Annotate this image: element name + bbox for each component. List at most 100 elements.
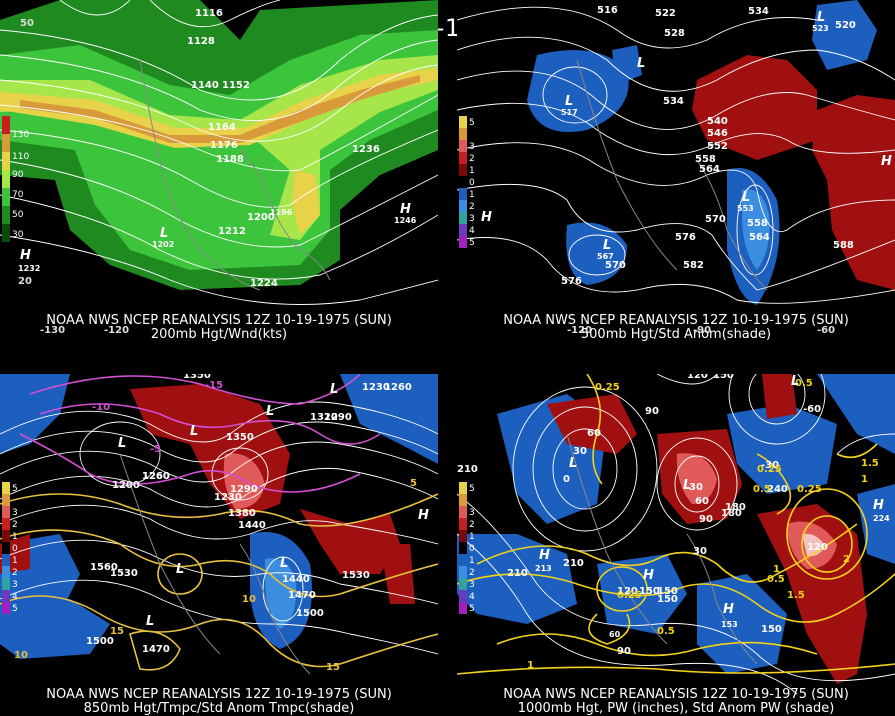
height-label: 224 bbox=[873, 514, 890, 523]
height-label: 120 bbox=[807, 542, 828, 553]
colorbar-label: 4 bbox=[12, 592, 18, 602]
pos-anomaly bbox=[757, 504, 867, 684]
neg-anomaly bbox=[527, 50, 629, 132]
low-marker: L bbox=[160, 226, 169, 241]
height-label: 150 bbox=[713, 374, 734, 381]
lat-label: 20 bbox=[18, 276, 32, 287]
colorbar-label: 5 bbox=[469, 484, 475, 494]
pw-label: 0.5 bbox=[657, 626, 675, 637]
height-label: 576 bbox=[675, 232, 696, 243]
panel-1000mb-map bbox=[457, 374, 895, 716]
colorbar-1000mb bbox=[459, 482, 467, 618]
colorbar-label: 0 bbox=[12, 544, 18, 554]
pw-label: 1 bbox=[861, 474, 868, 485]
height-label: 570 bbox=[605, 260, 626, 271]
height-label: 1560 bbox=[90, 562, 118, 573]
height-label: 30 bbox=[573, 446, 587, 457]
colorbar-label: 50 bbox=[12, 210, 24, 220]
neg-anomaly bbox=[0, 589, 110, 659]
height-label: 150 bbox=[657, 594, 678, 605]
panel-caption-line1: NOAA NWS NCEP REANALYSIS 12Z 10-19-1975 … bbox=[46, 313, 392, 328]
colorbar-label: 0 bbox=[469, 178, 475, 188]
height-label: 564 bbox=[699, 164, 720, 175]
height-label: 0 bbox=[563, 474, 570, 485]
temp-label: 10 bbox=[242, 594, 256, 605]
height-label: 1470 bbox=[288, 590, 316, 601]
high-marker: H bbox=[539, 548, 550, 563]
height-label: 540 bbox=[707, 116, 728, 127]
panel-850mb-map bbox=[0, 374, 438, 716]
colorbar-label: 3 bbox=[469, 508, 475, 518]
low-marker: L bbox=[637, 56, 646, 71]
panel-caption-line2: 500mb Hgt/Std Anom(shade) bbox=[580, 327, 772, 342]
colorbar-label: 30 bbox=[12, 230, 24, 240]
panel-caption-line2: 1000mb Hgt, PW (inches), Std Anom PW (sh… bbox=[517, 701, 835, 716]
colorbar-label: 3 bbox=[469, 142, 475, 152]
colorbar-label: 2 bbox=[12, 568, 18, 578]
height-label: 520 bbox=[835, 20, 856, 31]
temp-label: 5 bbox=[410, 478, 417, 489]
height-label: 1188 bbox=[216, 154, 244, 165]
height-label: 210 bbox=[457, 464, 478, 475]
height-label: 180 bbox=[721, 508, 742, 519]
low-marker: L bbox=[791, 374, 800, 389]
height-label: 150 bbox=[657, 586, 678, 597]
neg-anomaly bbox=[340, 374, 438, 464]
high-marker: H bbox=[400, 202, 411, 217]
pw-label: 0.25 bbox=[617, 590, 642, 601]
pos-anomaly bbox=[380, 544, 415, 604]
high-marker: H bbox=[481, 210, 492, 225]
low-marker: L bbox=[569, 456, 578, 471]
height-label: 1260 bbox=[384, 382, 412, 393]
height-label: 1152 bbox=[222, 80, 250, 91]
height-label: 1350 bbox=[183, 374, 211, 381]
height-label: 1202 bbox=[152, 240, 175, 249]
jet-core bbox=[0, 68, 438, 148]
height-label: 153 bbox=[721, 620, 738, 629]
height-label: 1500 bbox=[86, 636, 114, 647]
pos-anomaly bbox=[547, 394, 637, 454]
low-marker: L bbox=[266, 404, 275, 419]
height-label: 1440 bbox=[238, 520, 266, 531]
height-label: 1212 bbox=[218, 226, 246, 237]
height-label: 1200 bbox=[247, 212, 275, 223]
panel-caption-line1: NOAA NWS NCEP REANALYSIS 12Z 10-19-1975 … bbox=[503, 687, 849, 702]
height-label: 523 bbox=[812, 24, 829, 33]
panel-caption-line1: NOAA NWS NCEP REANALYSIS 12Z 10-19-1975 … bbox=[46, 687, 392, 702]
colorbar-label: 3 bbox=[12, 580, 18, 590]
pw-label: 1.5 bbox=[861, 458, 879, 469]
low-marker: L bbox=[565, 94, 574, 109]
lon-label: -130 bbox=[40, 325, 66, 336]
temp-label: -5 bbox=[150, 444, 162, 455]
height-label: 120 bbox=[687, 374, 708, 381]
panel-1000mb: 5 3 2 1 0 1 2 3 4 5 120 150 90 60 30 0 3… bbox=[457, 374, 895, 716]
panel-caption-line2: 200mb Hgt/Wnd(kts) bbox=[150, 327, 288, 342]
colorbar-label: 5 bbox=[469, 604, 475, 614]
height-label: 1116 bbox=[195, 8, 223, 19]
neg-anomaly bbox=[697, 574, 787, 674]
neg-anomaly bbox=[812, 0, 877, 70]
colorbar-label: 1 bbox=[469, 166, 475, 176]
lon-label: -120 bbox=[567, 325, 593, 336]
height-label: 522 bbox=[655, 8, 676, 19]
height-label: 1530 bbox=[110, 568, 138, 579]
height-label: 1290 bbox=[230, 484, 258, 495]
colorbar-label: 4 bbox=[469, 592, 475, 602]
height-label: 534 bbox=[663, 96, 684, 107]
colorbar-label: 4 bbox=[469, 226, 475, 236]
colorbar-200mb bbox=[2, 116, 10, 242]
height-label: 1164 bbox=[208, 122, 236, 133]
pos-anomaly bbox=[692, 55, 817, 160]
colorbar-label: 5 bbox=[469, 238, 475, 248]
neg-anomaly bbox=[817, 374, 895, 454]
height-label: 567 bbox=[597, 252, 614, 261]
panel-caption-line2: 850mb Hgt/Tmpc/Std Anom Tmpc(shade) bbox=[83, 701, 355, 716]
height-label: 1200 bbox=[112, 480, 140, 491]
neg-anomaly bbox=[457, 534, 577, 624]
low-marker: L bbox=[817, 10, 826, 25]
height-label: 1246 bbox=[394, 216, 417, 225]
pos-anomaly bbox=[812, 95, 895, 290]
pw-label: 1 bbox=[527, 660, 534, 671]
height-label: 90 bbox=[699, 514, 713, 525]
height-label: 60 bbox=[609, 630, 621, 639]
